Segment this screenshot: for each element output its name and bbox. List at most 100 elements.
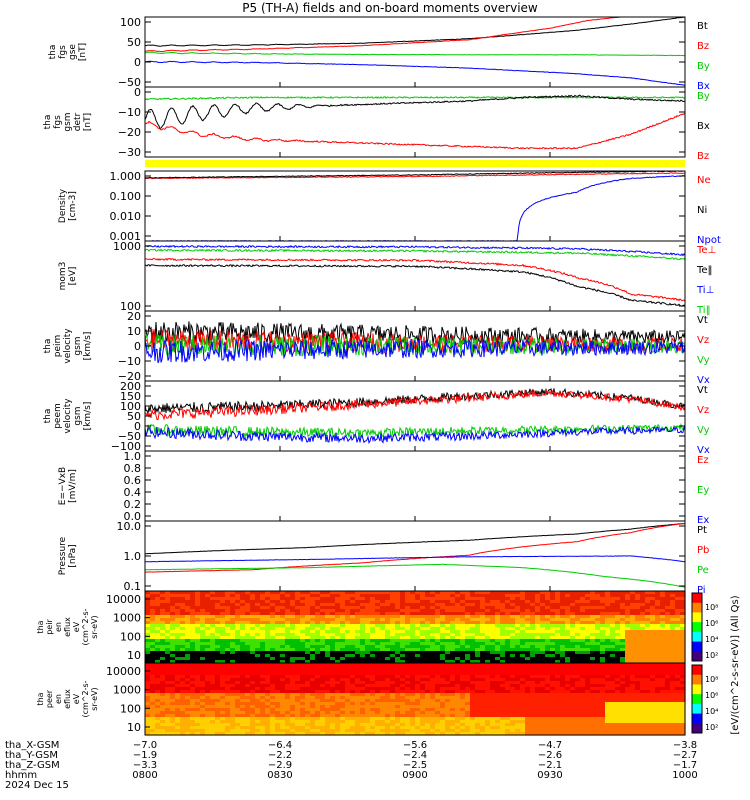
legend-entry: By xyxy=(697,61,710,72)
series-fgs-gse-0 xyxy=(145,16,686,47)
ylabel-line: sr-eV) xyxy=(90,687,99,710)
ytick-label: 1.0 xyxy=(124,450,142,463)
ylabel-line: tha xyxy=(36,692,45,705)
legend-entry: Vz xyxy=(697,405,709,416)
legend-entry: Vx xyxy=(697,445,710,456)
xaxis-row-label: tha_Z-GSM xyxy=(5,760,60,771)
ylabel-line: (cm^2-s- xyxy=(81,608,90,645)
panel-fgs-gse: 100 50 0 −50 tha fgs gse [nT] Bt Bz By Bx xyxy=(48,16,710,92)
panel-mom-temp: 1000 100 mom3 [eV] Te⊥ Te‖ Ti⊥ Ti‖ xyxy=(58,240,716,316)
legend-entry: Vt xyxy=(697,385,708,396)
ylabel-line: detr xyxy=(73,112,83,131)
ylabel-line: peem xyxy=(53,403,63,429)
ytick-label: −30 xyxy=(118,146,141,159)
panel-frame xyxy=(144,170,686,242)
xaxis-value: 1000 xyxy=(672,770,697,781)
ytick-label: 10 xyxy=(127,325,141,338)
ytick-label: 20 xyxy=(127,310,141,323)
panel-e-field: 1.00.80.60.40.20.0 E=−VxB [mV/m] Ez Ey Ex xyxy=(58,450,709,526)
ylabel-line: fgs xyxy=(58,45,68,59)
ylabel-line: peir xyxy=(45,619,54,635)
xaxis-value: −6.4 xyxy=(268,740,292,751)
ylabel-line: tha xyxy=(43,115,53,130)
ylabel-line: eflux xyxy=(63,689,72,709)
series-pressure-2 xyxy=(144,563,686,588)
ytick-label: 0.010 xyxy=(110,210,142,223)
spectrogram-peer: 10000 1000 100 10 tha peer en eflux eV (cm^2-s-sr… xyxy=(36,662,718,736)
panel-frame xyxy=(144,450,686,522)
xaxis-value: 0830 xyxy=(267,770,292,781)
ylabel-line: en xyxy=(54,694,63,704)
series-density-0 xyxy=(144,172,686,180)
legend-entry: Ne xyxy=(697,175,711,186)
legend-entry: Pb xyxy=(697,545,709,556)
ytick-label: 0 xyxy=(134,86,141,99)
legend-entry: Te‖ xyxy=(696,265,713,276)
series-mom-temp-0 xyxy=(144,244,686,257)
legend-entry: Npot xyxy=(697,235,721,246)
ytick-label: 1.000 xyxy=(110,170,142,183)
xaxis-value: −1.7 xyxy=(673,760,697,771)
ylabel-line: fgs xyxy=(53,115,63,129)
legend-entry: Bx xyxy=(697,81,710,92)
colorbar-tick: 10⁴ xyxy=(705,635,718,644)
ylabel-line: [km/s] xyxy=(83,332,93,361)
panel-fgs-gsm: 0 −10 −20 −30 tha fgs gsm detr [nT] By Bx Bz xyxy=(43,86,710,162)
legend-entry: Vy xyxy=(697,425,710,436)
legend-entry: Vz xyxy=(697,335,709,346)
legend-entry: Ez xyxy=(697,455,709,466)
panel-pressure: 10.0 1.0 0.1 Pressure [nPa] Pt Pb Pe Pi xyxy=(58,520,709,596)
ylabel-line: [mV/m] xyxy=(68,469,78,503)
ylabel-line: peim xyxy=(53,335,63,358)
xaxis-value: −7.0 xyxy=(133,740,157,751)
series-fgs-gse-1 xyxy=(144,16,621,53)
ylabel-line: tha xyxy=(43,409,53,424)
xaxis-value: −2.9 xyxy=(268,760,292,771)
ytick-label: 0 xyxy=(134,420,141,433)
colorbar-tick: 10⁶ xyxy=(705,619,718,628)
ylabel-line: peer xyxy=(45,689,54,708)
colorbar-tick: 10² xyxy=(705,651,718,660)
colorbar-tick: 10² xyxy=(705,723,718,732)
spectrogram-frame xyxy=(144,662,686,736)
ylabel-line: [eV] xyxy=(68,267,78,286)
ytick-label: 100 xyxy=(120,400,141,413)
ytick-label: 10000 xyxy=(106,593,141,606)
ylabel-line: tha xyxy=(48,45,58,60)
legend-entry: Ti⊥ xyxy=(696,285,714,296)
legend-entry: Vt xyxy=(697,315,708,326)
ylabel-line: gsm xyxy=(73,406,83,425)
legend-entry: Vx xyxy=(697,375,710,386)
legend-entry: Pe xyxy=(697,565,709,576)
xaxis-value: −5.6 xyxy=(403,740,427,751)
xaxis-date: 2024 Dec 15 xyxy=(5,780,69,791)
ylabel-line: [km/s] xyxy=(83,402,93,431)
ytick-label: 150 xyxy=(120,390,141,403)
ytick-label: 10.0 xyxy=(117,520,142,533)
ylabel-line: mom3 xyxy=(58,262,68,291)
series-pressure-1 xyxy=(145,522,686,573)
xaxis-value: −2.1 xyxy=(538,760,562,771)
colorbar-tick: 10⁶ xyxy=(705,691,718,700)
ylabel-line: Pressure xyxy=(58,536,68,575)
ytick-label: 0.2 xyxy=(124,498,142,511)
ytick-label: −50 xyxy=(118,430,141,443)
ytick-label: 100 xyxy=(120,630,141,643)
ylabel-line: gsm xyxy=(73,336,83,355)
xaxis-row-label: tha_Y-GSM xyxy=(5,750,58,761)
ytick-label: 10 xyxy=(127,649,141,662)
series-fgs-gsm-1 xyxy=(144,94,686,129)
series-mom-temp-2 xyxy=(144,257,686,302)
xaxis-value: 0800 xyxy=(132,770,157,781)
ytick-label: 0.1 xyxy=(124,580,142,593)
series-fgs-gse-2 xyxy=(145,51,686,57)
ytick-label: 50 xyxy=(127,36,141,49)
xaxis-value: −2.4 xyxy=(403,750,427,761)
xaxis-value: −2.7 xyxy=(673,750,697,761)
legend-entry: Pi xyxy=(697,585,706,596)
xaxis-value: −2.5 xyxy=(403,760,427,771)
legend-entry: Ti‖ xyxy=(696,305,711,316)
series-peim-velocity-0 xyxy=(144,321,686,345)
